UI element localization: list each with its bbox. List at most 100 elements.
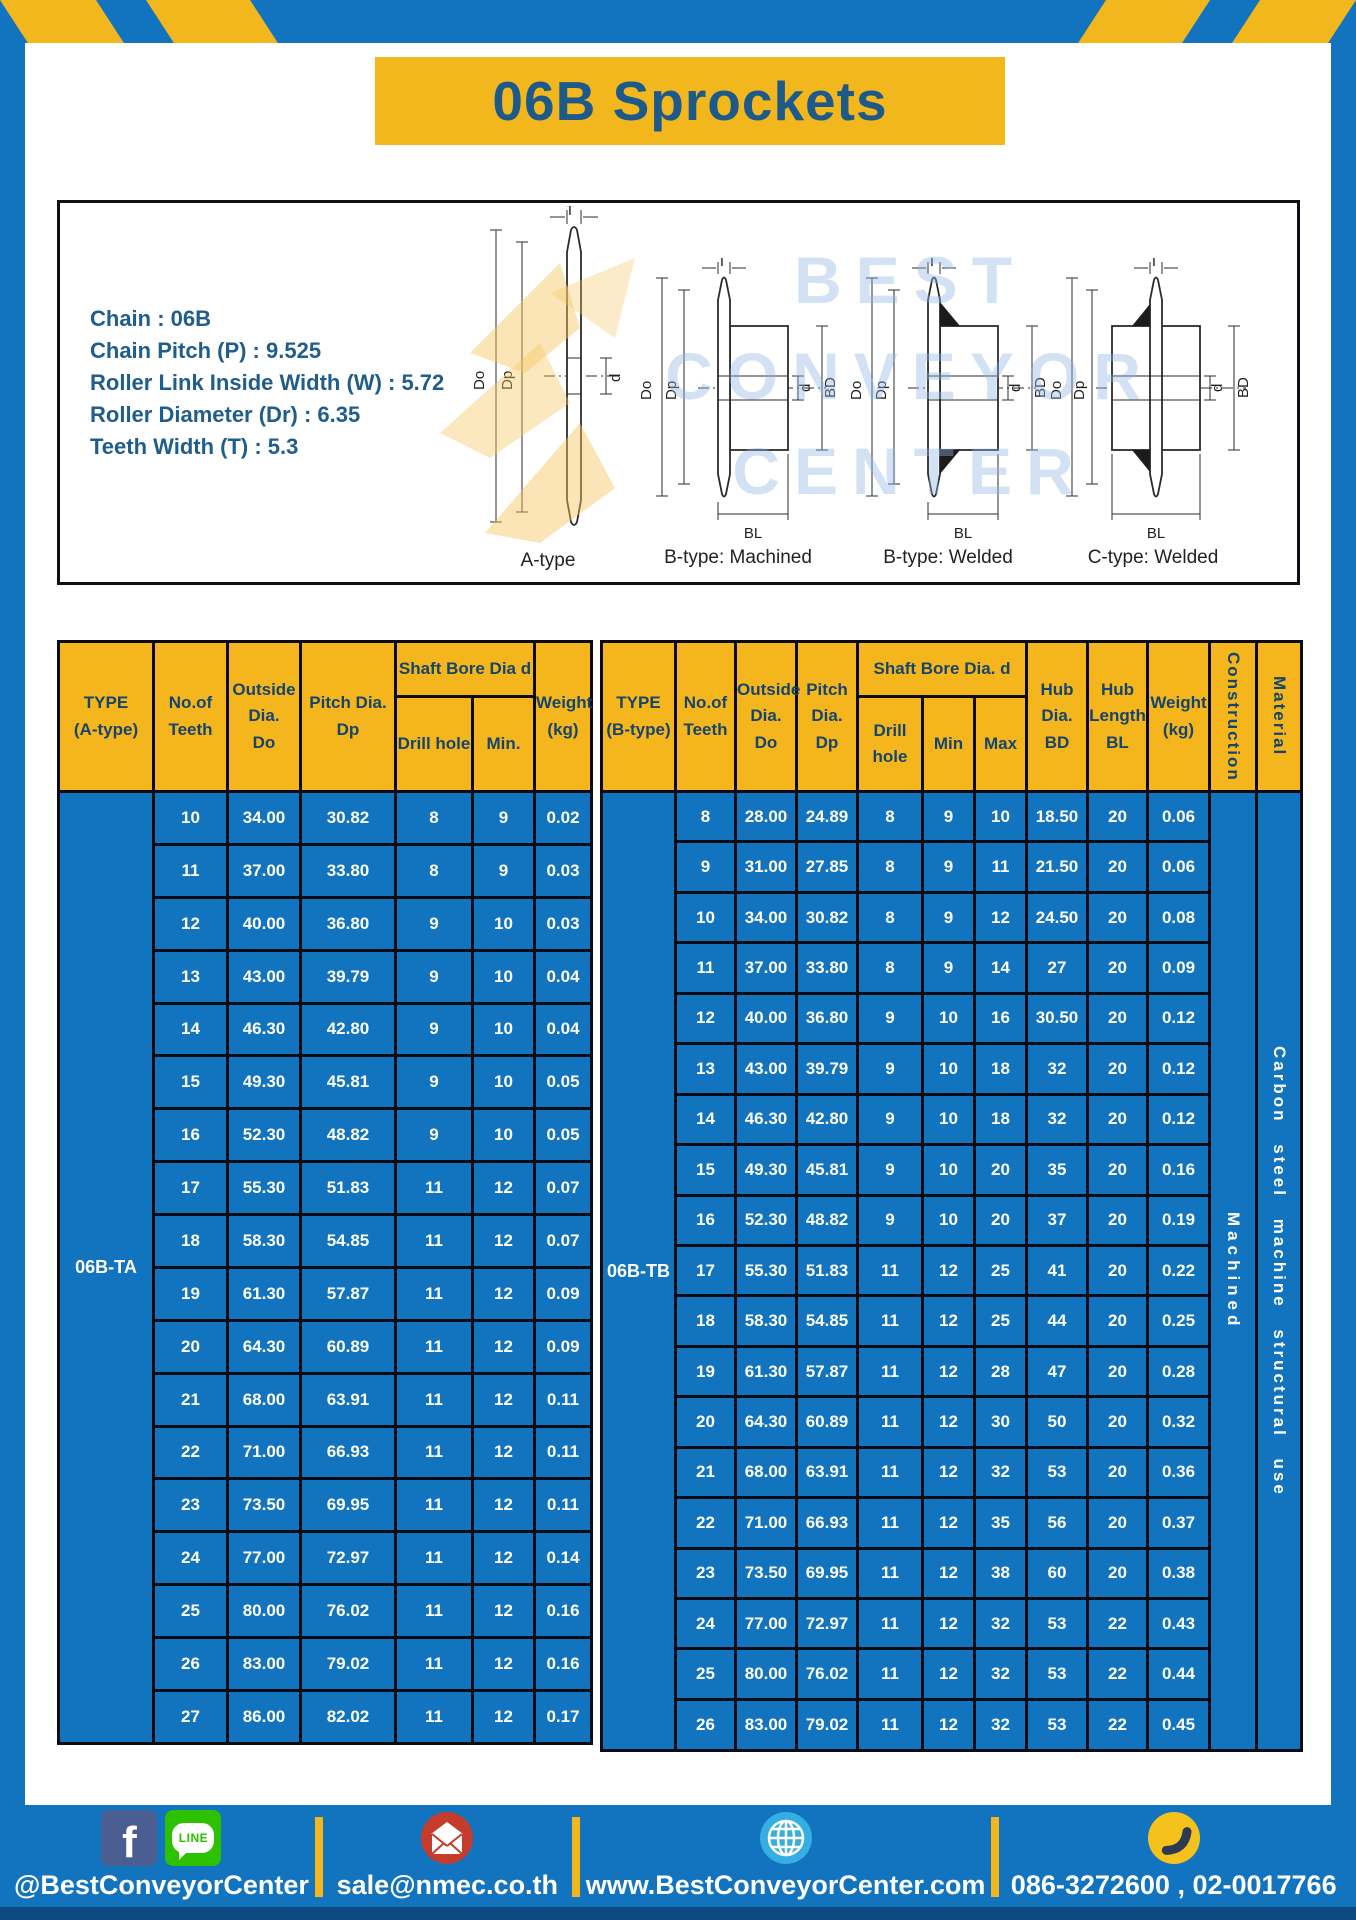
table-cell: 55.30 bbox=[734, 1243, 798, 1298]
diagram-label: C-type: Welded bbox=[1087, 547, 1219, 568]
table-cell: 9 bbox=[921, 941, 976, 995]
col-header-teeth: No.of Teeth bbox=[674, 640, 737, 793]
table-cell: 11 bbox=[394, 1371, 474, 1428]
table-cell: 10 bbox=[921, 1042, 976, 1096]
table-cell: 27 bbox=[152, 1688, 229, 1746]
table-cell: 14 bbox=[674, 1092, 737, 1147]
table-cell: 34.00 bbox=[734, 890, 798, 945]
table-cell: 0.16 bbox=[1146, 1143, 1211, 1197]
table-cell: 13 bbox=[674, 1042, 737, 1096]
table-cell: 22 bbox=[152, 1424, 229, 1481]
col-header-type: TYPE (B-type) bbox=[600, 640, 677, 793]
table-cell: 20 bbox=[1086, 941, 1149, 995]
footer-social-icons: f LINE bbox=[101, 1810, 222, 1866]
table-cell: 21.50 bbox=[1025, 840, 1089, 894]
dim-label-do: Do bbox=[638, 381, 655, 400]
table-cell: 9 bbox=[856, 1042, 924, 1096]
table-cell: 20 bbox=[1086, 1243, 1149, 1298]
table-row: 18 58.30 54.85 11 12 25 44 20 0.25 bbox=[602, 1294, 1302, 1348]
table-cell: 0.09 bbox=[1146, 941, 1211, 995]
table-cell: 22 bbox=[1086, 1596, 1149, 1651]
table-row: 11 37.00 33.80 8 9 0.03 bbox=[59, 842, 593, 899]
dim-label-d: d bbox=[607, 374, 624, 382]
facebook-icon: f bbox=[101, 1810, 158, 1866]
table-cell: 0.44 bbox=[1146, 1647, 1211, 1701]
dim-label-d: d bbox=[1209, 384, 1226, 392]
table-cell: 19 bbox=[674, 1344, 737, 1399]
table-cell: 16 bbox=[973, 991, 1028, 1046]
dim-label-bd: BD bbox=[822, 377, 838, 398]
table-row: 12 40.00 36.80 9 10 16 30.50 20 0.12 bbox=[602, 991, 1302, 1046]
table-cell: 10 bbox=[471, 1054, 536, 1111]
table-cell: 11 bbox=[394, 1213, 474, 1269]
table-cell: 69.95 bbox=[795, 1546, 859, 1601]
table-cell: 0.25 bbox=[1146, 1294, 1211, 1348]
table-cell: 58.30 bbox=[734, 1294, 798, 1348]
table-cell: 79.02 bbox=[299, 1636, 397, 1692]
table-cell: 20 bbox=[1086, 1193, 1149, 1247]
table-cell: 11 bbox=[856, 1395, 924, 1449]
table-cell: 12 bbox=[471, 1424, 536, 1481]
table-cell: 18 bbox=[674, 1294, 737, 1348]
footer-row: f LINE @BestConveyorCenter bbox=[0, 1805, 1356, 1907]
dim-label-t: T bbox=[565, 206, 574, 219]
table-cell: 20 bbox=[1086, 789, 1149, 844]
table-cell: 71.00 bbox=[734, 1496, 798, 1550]
table-row: 13 43.00 39.79 9 10 18 32 20 0.12 bbox=[602, 1042, 1302, 1096]
footer-phone-icons bbox=[1146, 1810, 1202, 1866]
table-cell: 11 bbox=[856, 1596, 924, 1651]
table-cell: 25 bbox=[152, 1583, 229, 1639]
chain-specs: Chain : 06B Chain Pitch (P) : 9.525 Roll… bbox=[90, 303, 444, 463]
table-cell: 9 bbox=[394, 948, 474, 1005]
dim-label-t: T bbox=[1149, 258, 1158, 270]
table-cell: 39.79 bbox=[795, 1042, 859, 1096]
table-cell: 9 bbox=[856, 1092, 924, 1147]
table-cell: 11 bbox=[856, 1344, 924, 1399]
table-cell: 63.91 bbox=[795, 1445, 859, 1500]
table-cell: 42.80 bbox=[299, 1001, 397, 1058]
footer-social-handle: @BestConveyorCenter bbox=[14, 1870, 309, 1900]
table-cell: 77.00 bbox=[226, 1530, 302, 1587]
table-cell: 43.00 bbox=[734, 1042, 798, 1096]
table-cell: 0.12 bbox=[1146, 1042, 1211, 1096]
table-cell: 48.82 bbox=[795, 1193, 859, 1247]
table-cell: 25 bbox=[674, 1647, 737, 1701]
dim-label-t: T bbox=[717, 258, 726, 270]
table-cell: 12 bbox=[152, 895, 229, 952]
material-value-cell: Carbon steel machine structural use bbox=[1255, 790, 1303, 1752]
table-cell: 0.36 bbox=[1146, 1445, 1211, 1500]
table-cell: 0.14 bbox=[533, 1530, 593, 1587]
table-cell: 11 bbox=[394, 1424, 474, 1481]
table-cell: 24 bbox=[674, 1596, 737, 1651]
table-cell: 55.30 bbox=[226, 1160, 302, 1216]
footer-divider bbox=[991, 1817, 1000, 1897]
table-cell: 73.50 bbox=[226, 1477, 302, 1534]
table-row: 27 86.00 82.02 11 12 0.17 bbox=[59, 1688, 593, 1746]
dim-label-bl: BL bbox=[744, 525, 762, 542]
table-cell: 68.00 bbox=[734, 1445, 798, 1500]
table-cell: 9 bbox=[394, 895, 474, 952]
table-cell: 11 bbox=[394, 1160, 474, 1216]
table-cell: 9 bbox=[394, 1054, 474, 1111]
type-cell: 06B-TA bbox=[57, 790, 155, 1745]
table-cell: 56 bbox=[1025, 1496, 1089, 1550]
table-cell: 60.89 bbox=[795, 1395, 859, 1449]
table-cell: 12 bbox=[921, 1496, 976, 1550]
footer-phone-numbers: 086-3272600 , 02-0017766 bbox=[1010, 1870, 1337, 1900]
table-cell: 73.50 bbox=[734, 1546, 798, 1601]
table-cell: 0.12 bbox=[1146, 991, 1211, 1046]
table-cell: 48.82 bbox=[299, 1107, 397, 1164]
table-cell: 0.28 bbox=[1146, 1344, 1211, 1399]
table-cell: 49.30 bbox=[226, 1054, 302, 1111]
dim-label-bd: BD bbox=[1032, 377, 1048, 398]
footer-email: sale@nmec.co.th bbox=[336, 1870, 559, 1900]
table-cell: 63.91 bbox=[299, 1371, 397, 1428]
table-cell: 16 bbox=[674, 1193, 737, 1247]
table-cell: 12 bbox=[471, 1213, 536, 1269]
footer-website-item: www.BestConveyorCenter.com bbox=[586, 1805, 985, 1907]
table-cell: 72.97 bbox=[795, 1596, 859, 1651]
table-cell: 30.50 bbox=[1025, 991, 1089, 1046]
table-cell: 9 bbox=[856, 1193, 924, 1247]
table-cell: 37.00 bbox=[734, 941, 798, 995]
table-cell: 20 bbox=[674, 1395, 737, 1449]
